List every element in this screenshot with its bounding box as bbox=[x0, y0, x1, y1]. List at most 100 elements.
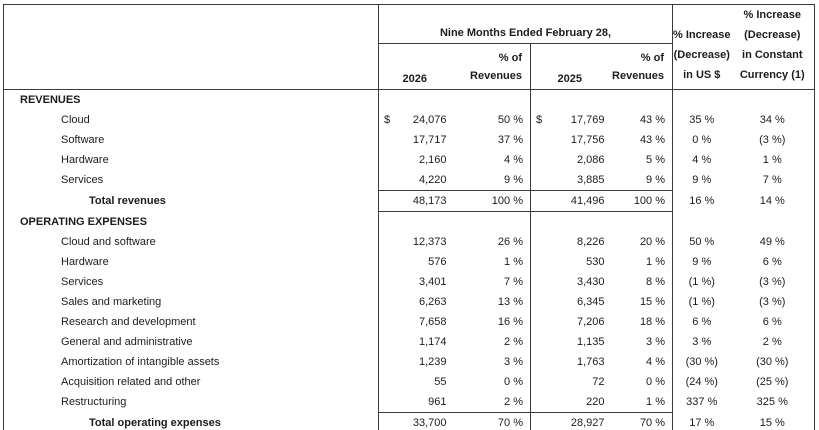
cell-2026-pct-of-revenues bbox=[451, 212, 531, 233]
cell-pct-change-usd: (24 %) bbox=[672, 372, 731, 392]
cell-pct-change-usd: 0 % bbox=[672, 130, 731, 150]
cell-2026-dollar-sign bbox=[378, 412, 393, 430]
cell-2025-value bbox=[545, 90, 609, 111]
cell-pct-change-usd: 4 % bbox=[672, 150, 731, 170]
cell-2025-value: 530 bbox=[586, 256, 605, 268]
cell-pct-change-constant-currency: 6 % bbox=[762, 256, 782, 268]
cell-2026-value: 12,373 bbox=[412, 236, 447, 248]
cell-2025-value: 7,206 bbox=[576, 316, 605, 328]
cell-pct-change-usd: (1 %) bbox=[672, 272, 731, 292]
cell-2026-dollar-sign bbox=[378, 352, 393, 372]
row-label: Software bbox=[61, 134, 105, 146]
table-row: Services 4,220 9 % 3,885 9 % 9 % 7 % bbox=[4, 170, 815, 191]
cell-2025-dollar-sign bbox=[530, 292, 545, 312]
row-label: Sales and marketing bbox=[61, 296, 162, 308]
table-row: Cloud $ 24,076 50 % $ 17,769 43 % 35 % 3… bbox=[4, 110, 815, 130]
row-label-column-header bbox=[3, 4, 379, 90]
table-row: OPERATING EXPENSES bbox=[4, 211, 815, 233]
row-label: Acquisition related and other bbox=[61, 376, 201, 388]
cell-2025-value: 1,763 bbox=[576, 356, 605, 368]
cell-pct-change-constant-currency: 34 % bbox=[759, 114, 785, 126]
cell-2025-dollar-sign bbox=[530, 252, 545, 272]
column-header-pct-change-usd: % Increase (Decrease) in US $ bbox=[672, 4, 731, 90]
cell-2025-dollar-sign bbox=[530, 412, 545, 430]
cell-pct-change-constant-currency: 49 % bbox=[759, 236, 785, 248]
cell-2025-dollar-sign bbox=[530, 372, 545, 392]
pct-of-revenues-line2: Revenues bbox=[470, 70, 522, 82]
cell-pct-change-usd: 3 % bbox=[672, 332, 731, 352]
cell-2025-pct-of-revenues: 0 % bbox=[646, 376, 666, 388]
row-label: Total revenues bbox=[89, 195, 166, 207]
pct-change-usd-line2: (Decrease) bbox=[673, 49, 730, 61]
cell-2025-pct-of-revenues: 9 % bbox=[646, 174, 666, 186]
table-body: REVENUES Cloud $ 24,076 50 % $ 17,769 43… bbox=[4, 89, 815, 430]
table-row: Amortization of intangible assets 1,239 … bbox=[4, 352, 815, 372]
cell-2026-value: 4,220 bbox=[418, 174, 447, 186]
row-label: REVENUES bbox=[20, 94, 81, 106]
cell-2026-dollar-sign bbox=[378, 372, 393, 392]
period-group-header: Nine Months Ended February 28, bbox=[377, 4, 673, 45]
cell-2025-pct-of-revenues: 5 % bbox=[646, 154, 666, 166]
cell-2025-value: 28,927 bbox=[544, 412, 609, 430]
cell-2026-value: 2,160 bbox=[418, 154, 447, 166]
cell-2025-pct-of-revenues bbox=[609, 90, 673, 111]
cell-2026-value: 3,401 bbox=[418, 276, 447, 288]
cell-2025-dollar-sign bbox=[530, 211, 545, 232]
cell-pct-change-usd: 16 % bbox=[672, 190, 731, 212]
column-header-pct-change-constant-currency: % Increase (Decrease) in Constant Curren… bbox=[730, 4, 815, 90]
cell-2025-value: 6,345 bbox=[576, 296, 605, 308]
cell-pct-change-constant-currency: (30 %) bbox=[756, 356, 789, 368]
cell-2025-value: 2,086 bbox=[576, 154, 605, 166]
cell-pct-change-constant-currency: (3 %) bbox=[759, 296, 786, 308]
row-label: Services bbox=[61, 174, 104, 187]
pct-change-cc-line1: % Increase bbox=[743, 9, 801, 21]
cell-2026-pct-of-revenues: 0 % bbox=[504, 376, 523, 388]
cell-2026-pct-of-revenues: 100 % bbox=[450, 190, 531, 212]
cell-pct-change-usd: 35 % bbox=[672, 110, 731, 130]
cell-2026-dollar-sign bbox=[378, 190, 393, 212]
cell-2026-pct-of-revenues: 1 % bbox=[504, 256, 523, 268]
cell-2025-value: 3,430 bbox=[576, 276, 605, 288]
pct-of-revenues-line2: Revenues bbox=[612, 70, 665, 82]
cell-2026-dollar-sign bbox=[378, 89, 393, 110]
row-label: OPERATING EXPENSES bbox=[20, 215, 147, 228]
table-row: REVENUES bbox=[4, 89, 815, 111]
cell-2025-pct-of-revenues: 43 % bbox=[639, 134, 666, 146]
cell-2026-value: 961 bbox=[428, 396, 447, 408]
table-row: Total revenues 48,173 100 % 41,496 100 %… bbox=[4, 190, 815, 212]
cell-2025-value: 17,769 bbox=[570, 114, 605, 126]
cell-2026-pct-of-revenues: 2 % bbox=[504, 396, 523, 408]
cell-2026-value: 24,076 bbox=[412, 114, 447, 126]
row-label: Total operating expenses bbox=[89, 417, 221, 429]
cell-2025-dollar-sign bbox=[530, 312, 545, 332]
table-row: Total operating expenses 33,700 70 % 28,… bbox=[4, 412, 815, 430]
cell-2026-dollar-sign bbox=[378, 312, 393, 332]
cell-2025-pct-of-revenues: 8 % bbox=[646, 276, 666, 288]
table-row: Sales and marketing 6,263 13 % 6,345 15 … bbox=[4, 292, 815, 312]
cell-2025-pct-of-revenues: 1 % bbox=[646, 396, 666, 408]
cell-2026-pct-of-revenues: 9 % bbox=[504, 174, 523, 186]
row-label: Hardware bbox=[61, 154, 109, 166]
pct-change-cc-line3: in Constant bbox=[742, 49, 803, 61]
cell-pct-change-constant-currency: (3 %) bbox=[759, 276, 786, 288]
cell-pct-change-constant-currency: 1 % bbox=[762, 154, 782, 166]
cell-2025-dollar-sign bbox=[530, 352, 545, 372]
cell-pct-change-constant-currency: 6 % bbox=[762, 316, 782, 328]
cell-2025-dollar-sign: $ bbox=[530, 110, 545, 130]
cell-pct-change-constant-currency: 325 % bbox=[756, 396, 788, 409]
cell-pct-change-constant-currency: 2 % bbox=[762, 336, 782, 348]
cell-2025-pct-of-revenues: 4 % bbox=[646, 356, 666, 368]
table-row: Services 3,401 7 % 3,430 8 % (1 %) (3 %) bbox=[4, 272, 815, 292]
cell-2026-dollar-sign bbox=[378, 150, 393, 170]
row-label: Restructuring bbox=[61, 396, 127, 409]
table-row: Hardware 2,160 4 % 2,086 5 % 4 % 1 % bbox=[4, 150, 815, 170]
cell-2026-dollar-sign bbox=[378, 272, 393, 292]
cell-2026-pct-of-revenues: 13 % bbox=[497, 296, 523, 308]
cell-2025-value: 17,756 bbox=[570, 134, 605, 146]
table-row: General and administrative 1,174 2 % 1,1… bbox=[4, 332, 815, 352]
row-label: Cloud and software bbox=[61, 236, 156, 248]
cell-pct-change-constant-currency: (25 %) bbox=[756, 376, 789, 388]
cell-pct-change-usd: 50 % bbox=[672, 232, 731, 252]
cell-2026-dollar-sign bbox=[378, 292, 393, 312]
